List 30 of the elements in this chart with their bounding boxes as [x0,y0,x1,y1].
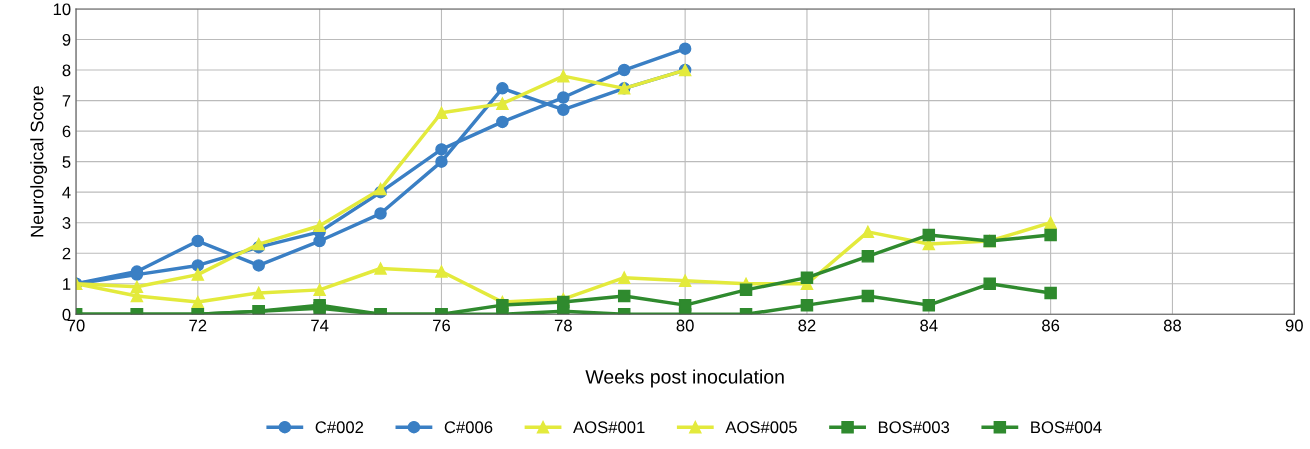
x-tick-label: 76 [433,319,451,332]
x-tick-label: 78 [554,319,572,332]
legend-label: AOS#001 [573,421,645,434]
x-tick-label: 84 [920,319,938,332]
legend-label: C#006 [444,421,493,434]
legend-label: AOS#005 [725,421,797,434]
x-axis-title: Weeks post inoculation [585,369,784,388]
legend-label: BOS#003 [878,421,950,434]
y-tick-label: 4 [62,186,71,199]
y-tick-label: 6 [62,125,71,138]
y-tick-label: 10 [53,3,71,16]
y-tick-label: 3 [62,217,71,229]
x-tick-label: 70 [67,319,85,332]
legend-label: BOS#004 [1031,421,1102,434]
y-tick-label: 0 [62,308,71,321]
y-tick-label: 8 [62,64,71,77]
x-tick-label: 90 [1285,319,1303,332]
x-tick-label: 86 [1042,319,1060,332]
y-tick-label: 9 [62,33,71,46]
x-tick-label: 80 [676,319,694,332]
legend-label: C#002 [315,421,364,434]
x-tick-label: 74 [311,319,329,332]
y-tick-label: 1 [63,278,71,290]
x-tick-label: 82 [798,319,816,332]
x-tick-label: 72 [189,319,207,332]
y-tick-label: 2 [62,247,71,260]
y-tick-label: 7 [62,95,71,107]
y-tick-label: 5 [62,156,71,168]
y-axis-title: Neurological Score [30,86,48,237]
x-tick-label: 88 [1163,319,1181,332]
